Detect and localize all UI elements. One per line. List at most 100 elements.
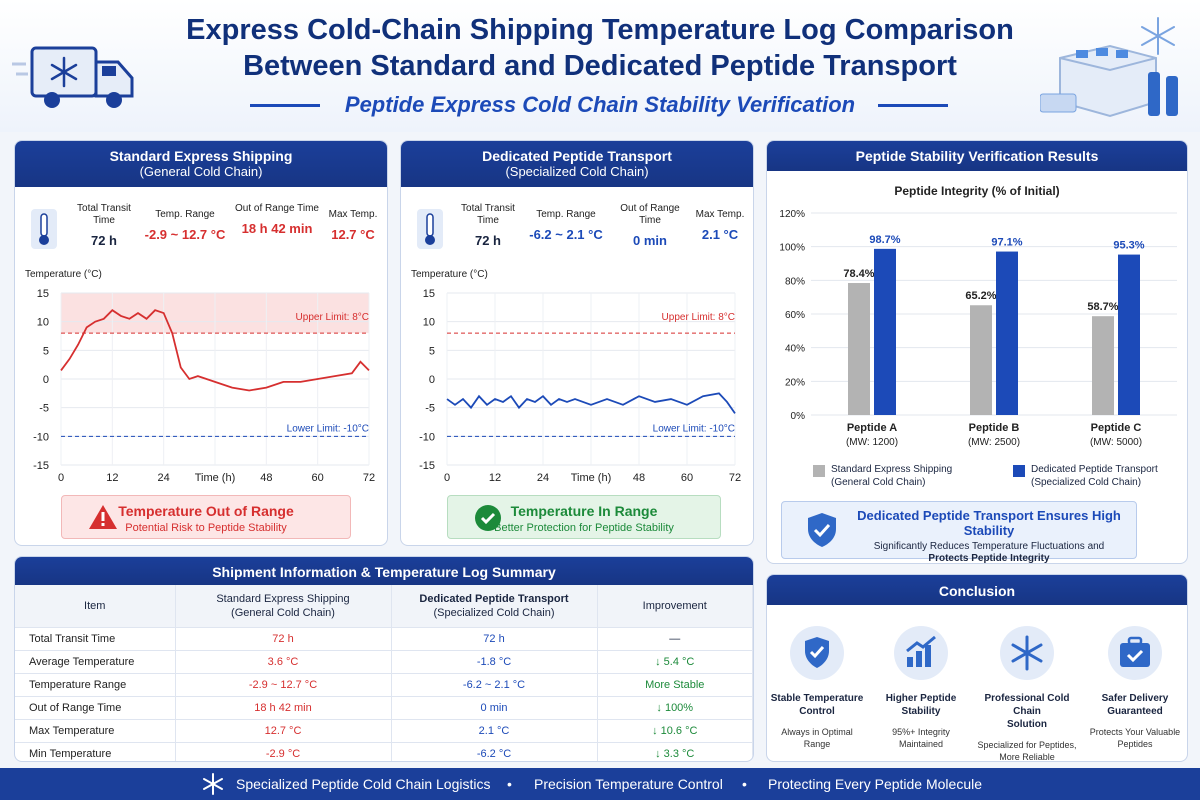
- header: Express Cold-Chain Shipping Temperature …: [0, 0, 1200, 132]
- y-tick-label: 80%: [785, 276, 805, 287]
- banner-sub1: Significantly Reduces Temperature Fluctu…: [873, 541, 1105, 552]
- y-tick-label: 100%: [779, 243, 805, 254]
- conclusion-item-stability: Higher Peptide Stability 95%+ Integrity Ma…: [871, 625, 971, 750]
- table-row: Min Temperature -2.9 °C -6.2 °C ↓ 3.3 °C: [15, 742, 753, 761]
- x-tick-label: 72: [729, 472, 741, 484]
- x-axis-label: Time (h): [195, 472, 236, 484]
- table-row: Temperature Range -2.9 ~ 12.7 °C -6.2 ~ 2.…: [15, 673, 753, 697]
- bar-standard: [1092, 316, 1114, 415]
- y-tick-label: -5: [39, 403, 49, 415]
- col-standard: Standard Express Shipping (General Cold C…: [175, 585, 392, 628]
- shield-check-icon: [808, 513, 836, 547]
- x-tick-label: 24: [158, 472, 170, 484]
- y-tick-label: 0: [429, 374, 435, 386]
- briefcase-check-icon: [1108, 626, 1162, 680]
- conclusion-panel-header: Conclusion: [767, 575, 1187, 605]
- col-dedicated: Dedicated Peptide Transport (Specialized …: [391, 585, 598, 628]
- y-tick-label: 120%: [779, 209, 805, 220]
- cell-item: Max Temperature: [15, 719, 176, 743]
- legend-dedicated: Dedicated Peptide Transport (Specialized …: [1013, 463, 1183, 489]
- y-tick-label: 10: [37, 317, 49, 329]
- bar-dedicated: [874, 248, 896, 415]
- cell-improvement: ↓ 5.4 °C: [597, 650, 753, 674]
- warning-icon: [89, 505, 117, 529]
- y-tick-label: -10: [33, 431, 49, 443]
- subtitle-rule-left: [250, 104, 320, 107]
- conclusion-item-professional: Professional Cold Chain Solution Speciali…: [975, 625, 1079, 761]
- cell-improvement: —: [597, 627, 753, 651]
- dedicated-temperature-chart: Temperature (°C) 15 10 5 0 -5 -10 -15 0 12 24 48 60 7…: [411, 269, 741, 484]
- footer-item-protecting: Protecting Every Peptide Molecule: [768, 776, 982, 792]
- cell-improvement: ↓ 10.6 °C: [597, 719, 753, 743]
- alert-in-range: Temperature In Range Better Protection f…: [447, 495, 721, 539]
- growth-chart-icon: [894, 626, 948, 680]
- shield-check-icon: [790, 626, 844, 680]
- cell-improvement: ↓ 100%: [597, 696, 753, 720]
- stat-temp-range: Temp. Range -6.2 ~ 2.1 °C: [529, 209, 603, 242]
- thermometer-icon: [31, 209, 57, 249]
- table-header-row: Item Standard Express Shipping (General C…: [15, 585, 753, 628]
- cool-box-icon: [1040, 17, 1178, 118]
- stat-max-temp: Max Temp. 2.1 °C: [695, 209, 745, 242]
- page-subtitle: Peptide Express Cold Chain Stability Ver…: [344, 92, 856, 117]
- check-circle-icon: [475, 505, 501, 531]
- footer-sep: •: [742, 776, 747, 792]
- temperature-series-line: [446, 392, 736, 414]
- bar-dedicated: [1118, 254, 1140, 415]
- bar-dedicated: [996, 251, 1018, 415]
- col-item: Item: [15, 585, 176, 628]
- cell-dedicated: 2.1 °C: [391, 719, 598, 743]
- truck-snowflake-icon: [12, 46, 134, 108]
- summary-panel: Shipment Information & Temperature Log S…: [14, 556, 754, 762]
- cell-item: Out of Range Time: [15, 696, 176, 720]
- y-tick-label: -10: [419, 431, 435, 443]
- summary-table: Item Standard Express Shipping (General C…: [15, 585, 753, 761]
- chart-title: Peptide Integrity (% of Initial): [894, 184, 1059, 198]
- cell-improvement: More Stable: [597, 673, 753, 697]
- conclusion-item-stable: Stable Temperature Control Always in Opti…: [767, 625, 867, 750]
- cell-dedicated: -1.8 °C: [391, 650, 598, 674]
- x-tick-label: 0: [444, 472, 450, 484]
- bar-standard: [848, 283, 870, 415]
- stat-temp-range: Temp. Range -2.9 ~ 12.7 °C: [144, 209, 226, 242]
- dedicated-panel-header: Dedicated Peptide Transport (Specialized…: [401, 141, 753, 187]
- data-label: 65.2%: [965, 290, 996, 302]
- stat-out-of-range: Out of Range Time 0 min: [620, 203, 680, 248]
- subtitle-rule-right: [878, 104, 948, 107]
- x-tick-label: 60: [312, 472, 324, 484]
- data-label: 58.7%: [1087, 301, 1118, 313]
- y-tick-label: 15: [37, 288, 49, 300]
- x-tick-label: 48: [633, 472, 645, 484]
- bar-standard: [970, 305, 992, 415]
- y-tick-label: 10: [423, 317, 435, 329]
- x-axis-label: Time (h): [571, 472, 612, 484]
- cell-item: Total Transit Time: [15, 627, 176, 651]
- cell-dedicated: 72 h: [391, 627, 598, 651]
- snowflake-icon: [203, 773, 223, 795]
- cell-dedicated: 0 min: [391, 696, 598, 720]
- stat-max-temp: Max Temp. 12.7 °C: [328, 209, 378, 242]
- y-tick-label: 0: [43, 374, 49, 386]
- table-row: Out of Range Time 18 h 42 min 0 min ↓ 100%: [15, 696, 753, 720]
- dedicated-stats: Total Transit Time 72 h Temp. Range -6.2 ~…: [401, 197, 753, 259]
- y-axis-label: Temperature (°C): [411, 269, 488, 280]
- cell-dedicated: -6.2 °C: [391, 742, 598, 761]
- data-label: 98.7%: [869, 234, 900, 246]
- cell-improvement: ↓ 3.3 °C: [597, 742, 753, 761]
- lower-limit-label: Lower Limit: -10°C: [653, 423, 735, 434]
- legend-standard: Standard Express Shipping (General Cold C…: [813, 463, 973, 489]
- x-tick-label: 12: [489, 472, 501, 484]
- results-panel: Peptide Stability Verification Results P…: [766, 140, 1188, 564]
- col-improvement: Improvement: [597, 585, 753, 628]
- summary-panel-header: Shipment Information & Temperature Log S…: [15, 557, 753, 585]
- snowflake-icon: [1000, 626, 1054, 680]
- cell-dedicated: -6.2 ~ 2.1 °C: [391, 673, 598, 697]
- y-tick-label: -15: [419, 460, 435, 472]
- conclusion-item-safer: Safer Delivery Guaranteed Protects Your V…: [1083, 625, 1187, 750]
- data-label: 78.4%: [843, 268, 874, 280]
- banner-sub2: Protects Peptide Integrity: [928, 553, 1050, 564]
- x-tick-label: 72: [363, 472, 375, 484]
- y-tick-label: -5: [425, 403, 435, 415]
- cell-standard: -2.9 ~ 12.7 °C: [175, 673, 392, 697]
- stat-out-of-range: Out of Range Time 18 h 42 min: [235, 203, 319, 236]
